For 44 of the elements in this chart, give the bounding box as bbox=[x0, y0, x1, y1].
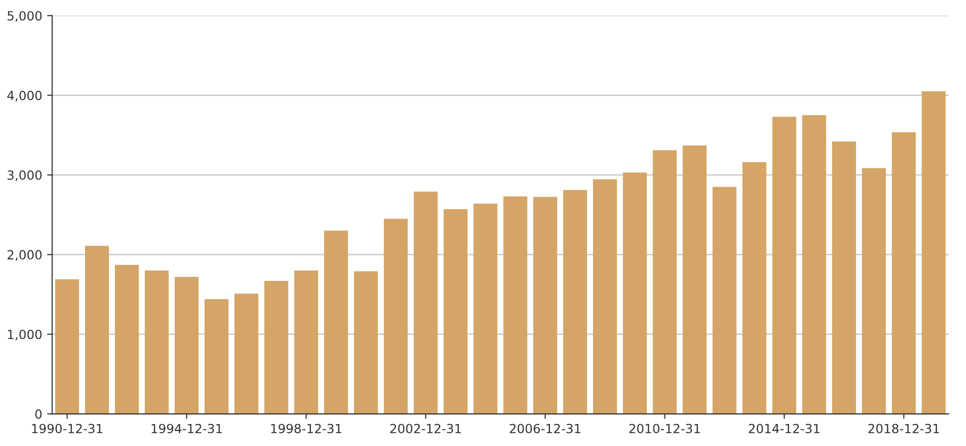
bar bbox=[384, 218, 408, 414]
x-tick-label: 1998-12-31 bbox=[271, 424, 342, 434]
bar bbox=[892, 132, 916, 414]
y-tick-label: 2,000 bbox=[8, 250, 42, 261]
bar bbox=[533, 196, 558, 414]
y-tick-label: 3,000 bbox=[8, 170, 42, 182]
bar bbox=[144, 270, 169, 414]
bar bbox=[802, 115, 826, 414]
y-tick-label: 0 bbox=[35, 409, 42, 419]
bar bbox=[473, 204, 498, 414]
bar bbox=[772, 116, 796, 414]
bar bbox=[234, 294, 258, 414]
bar bbox=[862, 168, 886, 414]
x-tick-label: 2018-12-31 bbox=[868, 424, 939, 434]
bar bbox=[682, 145, 707, 414]
bar bbox=[622, 172, 647, 414]
bar bbox=[264, 280, 288, 414]
bar bbox=[294, 270, 318, 414]
bar bbox=[563, 190, 588, 414]
bar bbox=[55, 279, 80, 414]
bar bbox=[922, 91, 946, 414]
bar bbox=[174, 276, 199, 414]
y-tick-label: 5,000 bbox=[8, 11, 42, 22]
y-tick-label: 4,000 bbox=[7, 90, 42, 102]
bar bbox=[444, 209, 468, 414]
bar bbox=[354, 271, 378, 414]
x-tick-label: 2002-12-31 bbox=[390, 424, 461, 434]
x-tick-label: 2006-12-31 bbox=[510, 424, 580, 434]
bar bbox=[85, 246, 109, 414]
bar bbox=[652, 150, 677, 414]
bar bbox=[742, 162, 766, 414]
bar bbox=[204, 299, 228, 414]
bar bbox=[324, 230, 348, 414]
x-tick-label: 1994-12-31 bbox=[152, 424, 222, 434]
bar bbox=[832, 141, 856, 414]
bar bbox=[503, 196, 528, 414]
bar bbox=[712, 186, 736, 414]
x-tick-label: 2014-12-31 bbox=[748, 424, 820, 434]
bar bbox=[114, 264, 139, 414]
bar bbox=[593, 179, 617, 414]
bar bbox=[414, 192, 438, 414]
x-tick-label: 2010-12-31 bbox=[629, 424, 700, 434]
x-tick-label: 1990-12-31 bbox=[32, 424, 102, 434]
y-tick-label: 1,000 bbox=[8, 330, 42, 340]
